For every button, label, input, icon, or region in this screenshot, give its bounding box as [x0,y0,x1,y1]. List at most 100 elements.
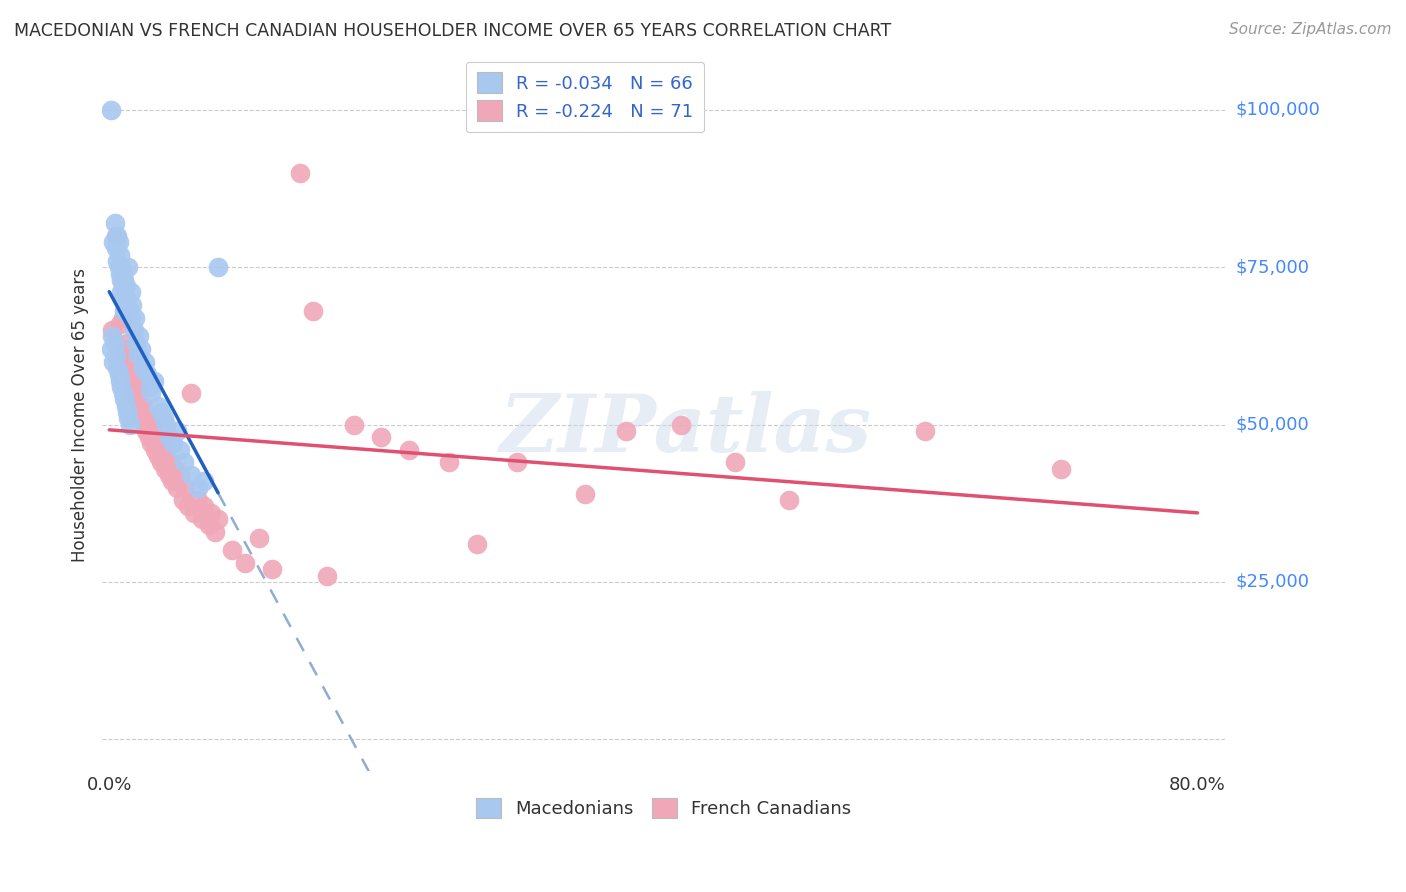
Point [669,417,692,432]
Point [207,260,229,275]
Point [117,260,139,275]
Point [221,543,243,558]
Point [111,279,134,293]
Point [155,449,177,463]
Point [370,430,392,444]
Point [180,467,202,482]
Point [103,235,125,249]
Point [343,417,366,432]
Point [121,298,143,312]
Point [315,568,337,582]
Point [204,524,226,539]
Point [125,335,148,350]
Point [190,512,212,526]
Point [200,506,222,520]
Point [141,386,163,401]
Point [112,304,135,318]
Point [149,455,172,469]
Point [107,368,129,382]
Point [108,248,131,262]
Point [120,368,142,382]
Point [141,436,163,450]
Point [118,417,141,432]
Point [1050,461,1073,475]
Point [183,506,205,520]
Point [177,500,200,514]
Point [136,411,159,425]
Point [724,455,747,469]
Text: MACEDONIAN VS FRENCH CANADIAN HOUSEHOLDER INCOME OVER 65 YEARS CORRELATION CHART: MACEDONIAN VS FRENCH CANADIAN HOUSEHOLDE… [14,22,891,40]
Point [172,493,194,508]
Point [107,235,129,249]
Y-axis label: Householder Income Over 65 years: Householder Income Over 65 years [72,268,89,562]
Point [112,392,135,407]
Point [193,500,215,514]
Point [108,374,131,388]
Point [128,399,150,413]
Point [125,392,148,407]
Point [117,360,139,375]
Point [114,279,136,293]
Point [155,417,177,432]
Point [122,323,145,337]
Point [139,417,162,432]
Point [127,380,149,394]
Text: $100,000: $100,000 [1236,101,1320,119]
Point [100,342,122,356]
Point [166,424,188,438]
Point [118,354,141,368]
Point [136,368,159,382]
Point [180,386,202,401]
Point [108,317,131,331]
Text: $75,000: $75,000 [1236,259,1310,277]
Point [173,455,195,469]
Point [112,342,135,356]
Text: Source: ZipAtlas.com: Source: ZipAtlas.com [1229,22,1392,37]
Point [207,512,229,526]
Point [143,374,166,388]
Point [114,298,136,312]
Point [398,442,420,457]
Text: $25,000: $25,000 [1236,573,1310,591]
Point [124,386,146,401]
Point [778,493,800,508]
Point [614,424,637,438]
Point [439,455,461,469]
Point [120,310,142,325]
Point [117,411,139,425]
Point [114,348,136,362]
Point [134,354,156,368]
Point [153,461,176,475]
Point [105,228,128,243]
Point [105,241,128,255]
Point [110,260,132,275]
Point [120,285,142,300]
Point [101,323,124,337]
Point [127,348,149,362]
Text: ZIPatlas: ZIPatlas [501,391,872,468]
Text: $50,000: $50,000 [1236,416,1309,434]
Point [135,424,157,438]
Point [110,273,132,287]
Point [131,411,153,425]
Point [115,292,138,306]
Point [111,310,134,325]
Point [169,442,191,457]
Point [247,531,270,545]
Point [187,481,209,495]
Point [103,354,125,368]
Point [162,436,184,450]
Point [111,267,134,281]
Point [129,342,152,356]
Point [138,430,160,444]
Point [233,556,256,570]
Point [105,228,128,243]
Point [152,442,174,457]
Point [174,481,197,495]
Point [914,424,936,438]
Point [148,399,170,413]
Point [114,399,136,413]
Point [100,103,122,117]
Point [302,304,325,318]
Point [506,455,529,469]
